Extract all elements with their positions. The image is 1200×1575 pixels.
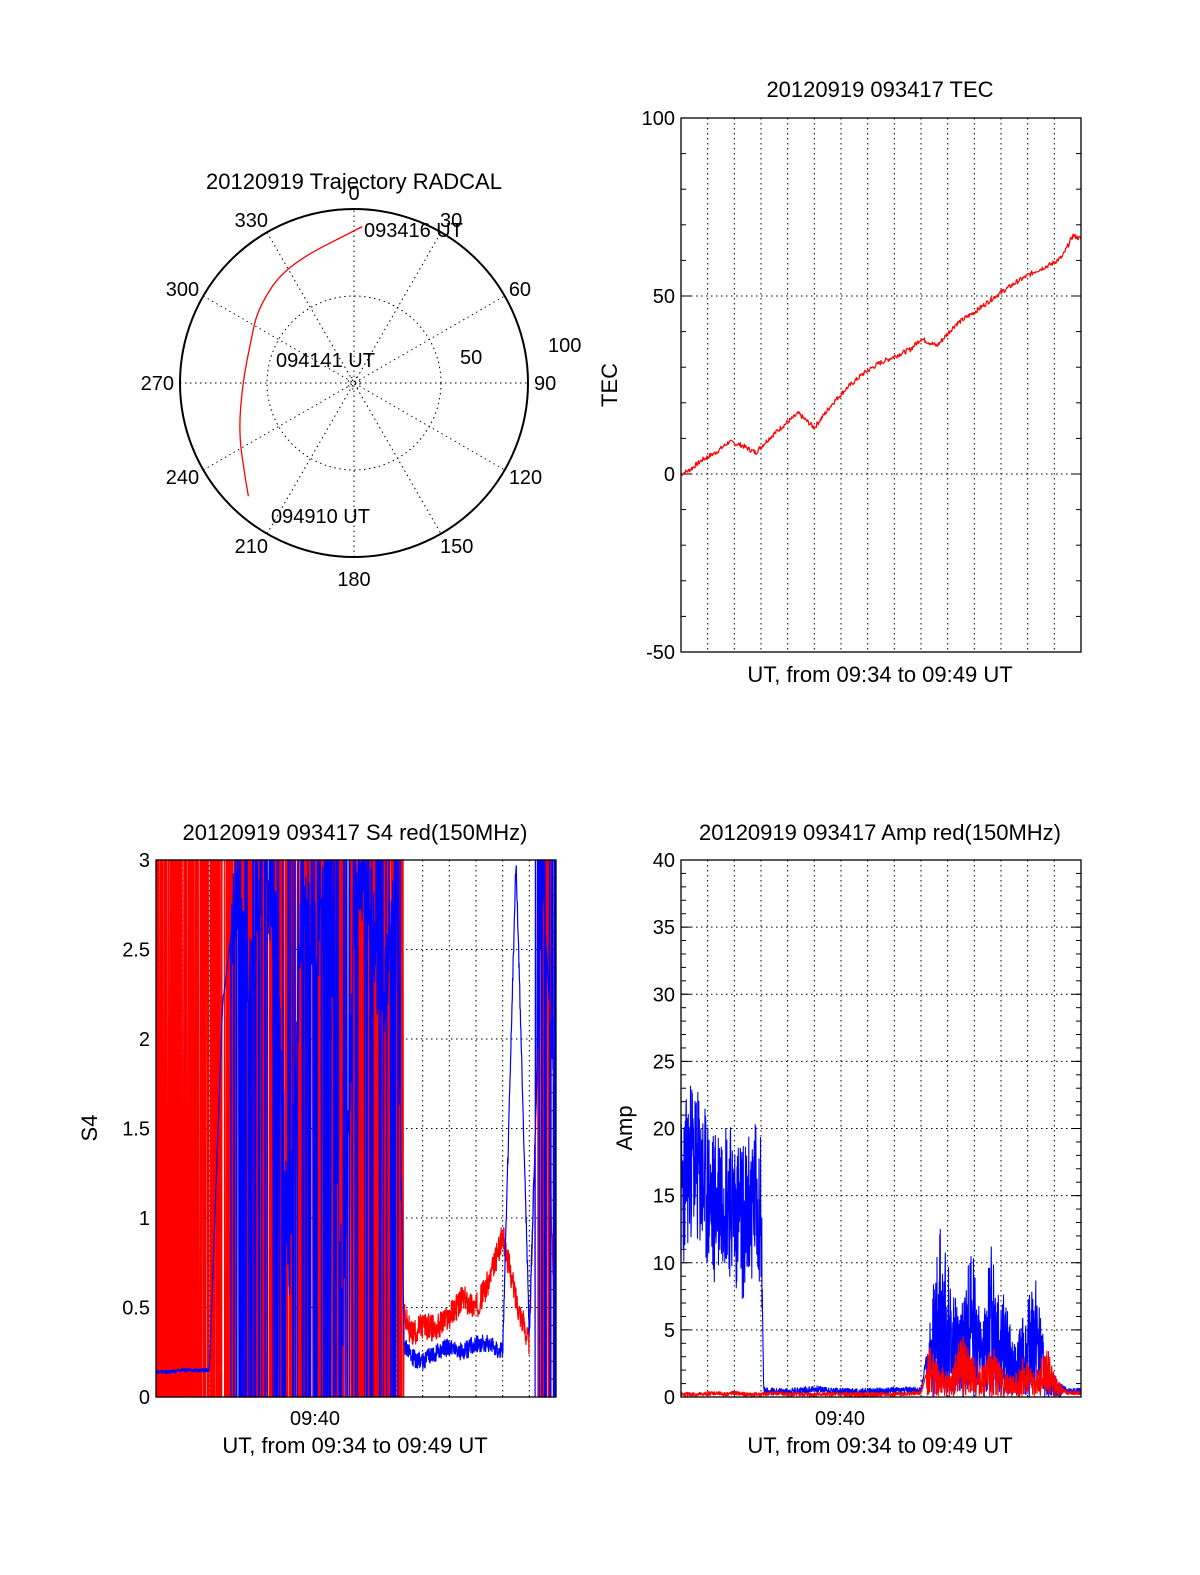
s4-y-tick-labels: 0 0.5 1 1.5 2 2.5 3 xyxy=(122,850,150,1409)
tec-title: 20120919 093417 TEC xyxy=(766,77,993,102)
s4-y-tick-label: 1.5 xyxy=(122,1119,150,1141)
s4-series-line-blue xyxy=(155,859,557,1398)
amp-y-tick-label: 25 xyxy=(653,1051,675,1073)
trajectory-line xyxy=(239,226,363,497)
trajectory-polar-chart: 20120919 Trajectory RADCAL 0 30 60 90 120 150… xyxy=(141,169,582,591)
polar-spoke-120 xyxy=(203,295,505,471)
amp-y-tick-label: 5 xyxy=(664,1320,675,1342)
polar-grid-circle-50 xyxy=(266,295,442,471)
tec-y-tick-labels: -50 0 50 100 xyxy=(642,108,675,664)
tec-series-line-red xyxy=(680,233,1082,476)
amp-y-tick-label: 30 xyxy=(653,984,675,1006)
s4-title: 20120919 093417 S4 red(150MHz) xyxy=(183,820,528,845)
polar-spoke-60 xyxy=(203,295,505,471)
amp-chart: 20120919 093417 Amp red(150MHz) 0 5 10 15 20… xyxy=(612,820,1082,1458)
amp-series xyxy=(680,1085,1082,1398)
polar-title: 20120919 Trajectory RADCAL xyxy=(206,169,502,194)
trajectory-end-label: 094910 UT xyxy=(271,506,370,528)
polar-trajectory xyxy=(239,226,363,497)
amp-frame xyxy=(680,859,1082,1398)
polar-grid xyxy=(179,208,529,558)
polar-radius-labels: 50 100 xyxy=(460,335,581,369)
amp-y-tick-label: 10 xyxy=(653,1253,675,1275)
amp-y-tick-label: 0 xyxy=(664,1387,675,1409)
polar-radius-label: 50 xyxy=(460,347,482,369)
polar-angle-label: 150 xyxy=(440,536,473,558)
amp-y-label: Amp xyxy=(612,1105,637,1150)
polar-angle-label: 240 xyxy=(166,467,199,489)
amp-y-tick-labels: 0 5 10 15 20 25 30 35 40 xyxy=(653,850,675,1409)
tec-y-tick-label: 100 xyxy=(642,108,675,130)
polar-angle-label: 270 xyxy=(141,373,174,395)
polar-angle-label: 300 xyxy=(166,279,199,301)
s4-x-label: UT, from 09:34 to 09:49 UT xyxy=(222,1433,487,1458)
polar-angle-label: 120 xyxy=(509,467,542,489)
polar-angle-label: 210 xyxy=(235,536,268,558)
s4-y-label: S4 xyxy=(77,1115,102,1142)
amp-y-tick-label: 40 xyxy=(653,850,675,872)
s4-y-tick-label: 0 xyxy=(139,1387,150,1409)
polar-angle-labels: 0 30 60 90 120 150 180 210 240 270 300 330 xyxy=(141,183,557,591)
amp-x-tick-label: 09:40 xyxy=(815,1408,865,1430)
amp-y-tick-label: 20 xyxy=(653,1119,675,1141)
tec-x-label: UT, from 09:34 to 09:49 UT xyxy=(747,662,1012,687)
amp-y-tick-label: 15 xyxy=(653,1186,675,1208)
amp-title: 20120919 093417 Amp red(150MHz) xyxy=(699,820,1061,845)
s4-chart: 20120919 093417 S4 red(150MHz) 0 0.5 1 1.5 2… xyxy=(77,820,557,1458)
polar-angle-label: 90 xyxy=(534,373,556,395)
tec-series xyxy=(680,233,1082,476)
trajectory-mid-label: 094141 UT xyxy=(276,350,375,372)
tec-grid xyxy=(681,117,1081,653)
polar-angle-label: 60 xyxy=(509,279,531,301)
tec-y-tick-label: 50 xyxy=(653,286,675,308)
polar-spoke-150 xyxy=(266,232,442,534)
s4-y-tick-label: 2.5 xyxy=(122,940,150,962)
tec-chart: 20120919 093417 TEC -50 0 50 100 TEC UT, fr… xyxy=(597,77,1082,687)
polar-angle-label: 0 xyxy=(348,183,359,205)
amp-grid xyxy=(681,859,1081,1398)
s4-y-tick-label: 3 xyxy=(139,850,150,872)
amp-series-line-red xyxy=(680,1336,1082,1398)
s4-y-tick-label: 0.5 xyxy=(122,1298,150,1320)
polar-angle-label: 180 xyxy=(337,569,370,591)
amp-series-line-blue xyxy=(680,1085,1082,1398)
tec-y-tick-label: 0 xyxy=(664,464,675,486)
tec-frame xyxy=(680,117,1082,653)
tec-y-tick-label: -50 xyxy=(646,642,675,664)
amp-x-label: UT, from 09:34 to 09:49 UT xyxy=(747,1433,1012,1458)
polar-center-mark xyxy=(347,376,361,390)
polar-radius-label: 100 xyxy=(548,335,581,357)
tec-y-label: TEC xyxy=(597,363,622,407)
s4-x-tick-label: 09:40 xyxy=(290,1408,340,1430)
s4-y-tick-label: 2 xyxy=(139,1029,150,1051)
amp-y-tick-label: 35 xyxy=(653,917,675,939)
trajectory-start-label: 093416 UT xyxy=(364,220,463,242)
polar-angle-label: 30 xyxy=(440,210,462,232)
polar-spoke-30 xyxy=(266,232,442,534)
polar-angle-label: 330 xyxy=(235,210,268,232)
s4-y-tick-label: 1 xyxy=(139,1208,150,1230)
s4-frame xyxy=(155,859,557,1398)
